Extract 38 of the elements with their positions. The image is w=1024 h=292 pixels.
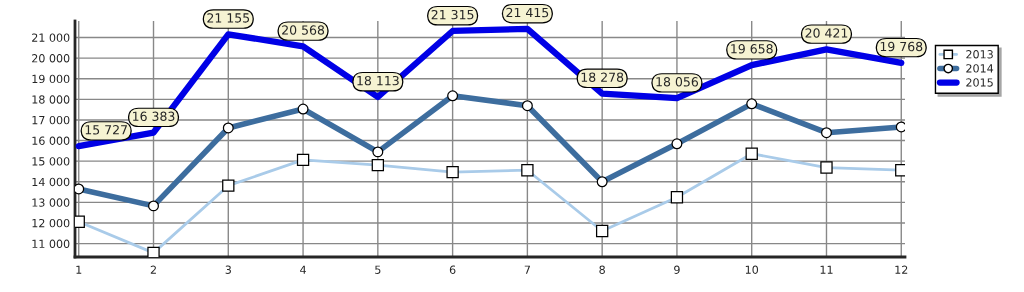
x-tick-label: 9 xyxy=(674,265,680,274)
y-tick-label: 18 000 xyxy=(32,95,70,104)
y-tick-label: 14 000 xyxy=(32,177,70,187)
x-tick-label: 12 xyxy=(895,265,908,274)
x-tick-label: 11 xyxy=(820,265,833,274)
data-label: 20 421 xyxy=(805,28,848,38)
y-tick-label: 19 000 xyxy=(32,74,70,84)
data-label: 21 415 xyxy=(506,7,549,18)
data-label: 21 155 xyxy=(207,13,250,23)
legend-label: 2014 xyxy=(966,64,994,73)
y-tick-label: 12 000 xyxy=(32,218,70,228)
y-tick-label: 13 000 xyxy=(32,198,70,207)
legend-label: 2015 xyxy=(966,78,993,87)
x-tick-label: 8 xyxy=(599,265,605,274)
y-tick-label: 17 000 xyxy=(32,115,70,125)
x-tick-label: 1 xyxy=(76,265,82,274)
y-tick-label: 21 000 xyxy=(32,33,70,42)
x-tick-label: 3 xyxy=(225,265,231,274)
y-tick-label: 15 000 xyxy=(32,157,70,166)
data-label: 16 383 xyxy=(133,111,175,121)
data-label: 20 568 xyxy=(282,25,325,35)
data-label: 15 727 xyxy=(85,125,127,135)
y-tick-label: 16 000 xyxy=(32,136,70,145)
data-label: 19 658 xyxy=(731,44,773,54)
x-tick-label: 5 xyxy=(375,265,381,274)
x-tick-label: 4 xyxy=(300,265,306,274)
legend-label: 2013 xyxy=(966,50,993,59)
x-tick-label: 2 xyxy=(150,265,156,274)
data-label: 18 056 xyxy=(656,77,699,87)
data-label: 18 113 xyxy=(357,75,399,86)
y-tick-label: 20 000 xyxy=(32,54,70,63)
data-label: 21 315 xyxy=(431,9,474,20)
x-tick-label: 10 xyxy=(745,265,759,274)
x-tick-label: 7 xyxy=(524,265,530,274)
y-tick-label: 11 000 xyxy=(32,239,70,248)
data-label: 18 278 xyxy=(581,72,624,82)
x-tick-label: 6 xyxy=(449,265,456,274)
data-label: 19 768 xyxy=(880,41,923,52)
